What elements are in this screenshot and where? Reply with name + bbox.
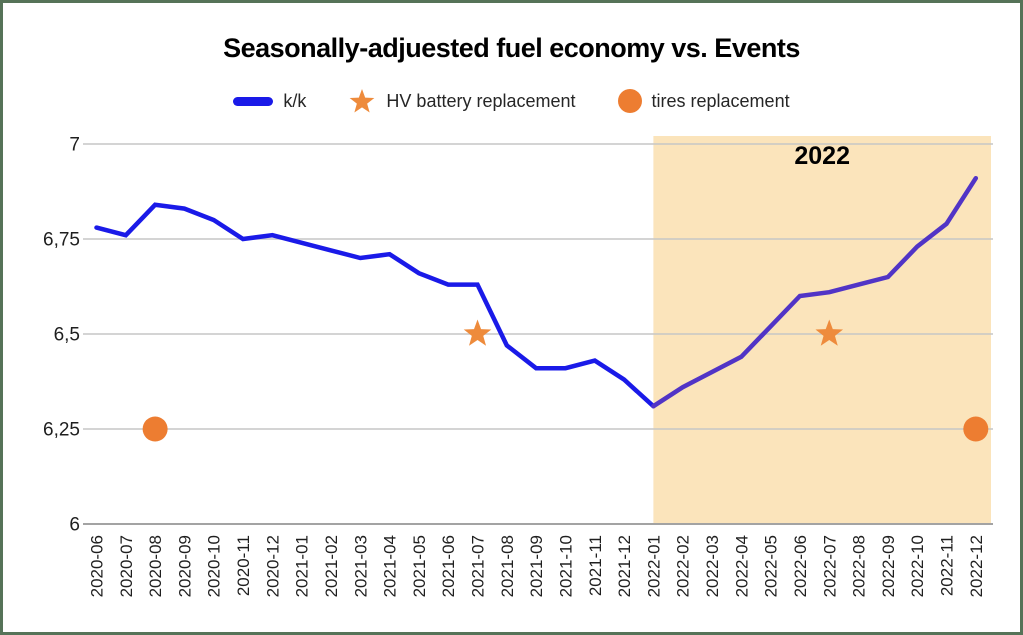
- legend-label-hv-battery: HV battery replacement: [386, 90, 576, 111]
- x-tick-label: 2022-07: [820, 535, 839, 597]
- x-tick-label: 2021-12: [615, 535, 634, 597]
- x-tick-label: 2022-08: [850, 535, 869, 597]
- x-tick-label: 2022-09: [879, 535, 898, 597]
- x-tick-label: 2022-11: [937, 535, 956, 596]
- line-swatch-icon: [233, 96, 274, 106]
- x-tick-label: 2020-12: [263, 535, 282, 597]
- x-tick-label: 2022-03: [703, 535, 722, 597]
- circle-swatch-icon: [617, 89, 642, 113]
- legend-label-kk: k/k: [283, 90, 307, 111]
- x-tick-label: 2021-10: [556, 535, 575, 597]
- star-icon: [350, 89, 375, 113]
- x-tick-label: 2021-05: [410, 535, 429, 597]
- event-marker-star: [463, 319, 492, 346]
- x-tick-label: 2020-11: [234, 535, 253, 596]
- x-tick-label: 2021-06: [439, 535, 458, 597]
- x-tick-label: 2022-05: [762, 535, 781, 597]
- chart-title: Seasonally-adjuested fuel economy vs. Ev…: [223, 33, 800, 63]
- x-tick-label: 2020-07: [117, 535, 136, 597]
- chart-plot-area: 6 6,25 6,5 6,75 7 2020-06 2020-07 2020-08 2020-0…: [43, 135, 993, 597]
- x-tick-label: 2022-01: [644, 535, 663, 597]
- legend: k/k HV battery replacement tires replace…: [3, 87, 1020, 115]
- series-line-kk: [94, 202, 656, 409]
- x-tick-label: 2022-12: [967, 535, 986, 597]
- x-tick-label: 2020-09: [175, 535, 194, 597]
- x-tick-label: 2021-08: [498, 535, 517, 597]
- y-tick-label: 6,75: [43, 230, 80, 251]
- x-tick-label: 2021-02: [322, 535, 341, 597]
- legend-label-tires: tires replacement: [651, 90, 790, 111]
- y-tick-label: 6: [69, 515, 80, 536]
- y-tick-label: 6,25: [43, 420, 80, 441]
- event-marker-star: [815, 319, 844, 346]
- x-tick-label: 2021-04: [381, 535, 400, 597]
- highlight-label-2022: 2022: [794, 142, 850, 170]
- y-tick-label: 6,5: [54, 325, 80, 346]
- x-tick-label: 2022-06: [791, 535, 810, 597]
- x-tick-label: 2022-02: [674, 535, 693, 597]
- x-tick-label: 2021-01: [293, 535, 312, 597]
- event-marker-circle: [142, 416, 168, 442]
- x-tick-label: 2022-10: [908, 535, 927, 597]
- x-tick-label: 2021-09: [527, 535, 546, 597]
- legend-item-tires: tires replacement: [617, 89, 790, 113]
- x-tick-label: 2020-10: [205, 535, 224, 597]
- x-tick-label: 2021-11: [586, 535, 605, 596]
- x-tick-label: 2020-08: [146, 535, 165, 597]
- legend-item-hv-battery: HV battery replacement: [348, 87, 576, 115]
- legend-item-kk: k/k: [233, 91, 306, 112]
- x-tick-label: 2021-03: [351, 535, 370, 597]
- series-line-kk-2022: [651, 175, 979, 409]
- y-tick-label: 7: [69, 135, 80, 156]
- x-tick-label: 2022-04: [732, 535, 751, 597]
- x-tick-label: 2020-06: [88, 535, 107, 597]
- x-tick-label: 2021-07: [469, 535, 488, 597]
- event-marker-circle: [963, 416, 989, 442]
